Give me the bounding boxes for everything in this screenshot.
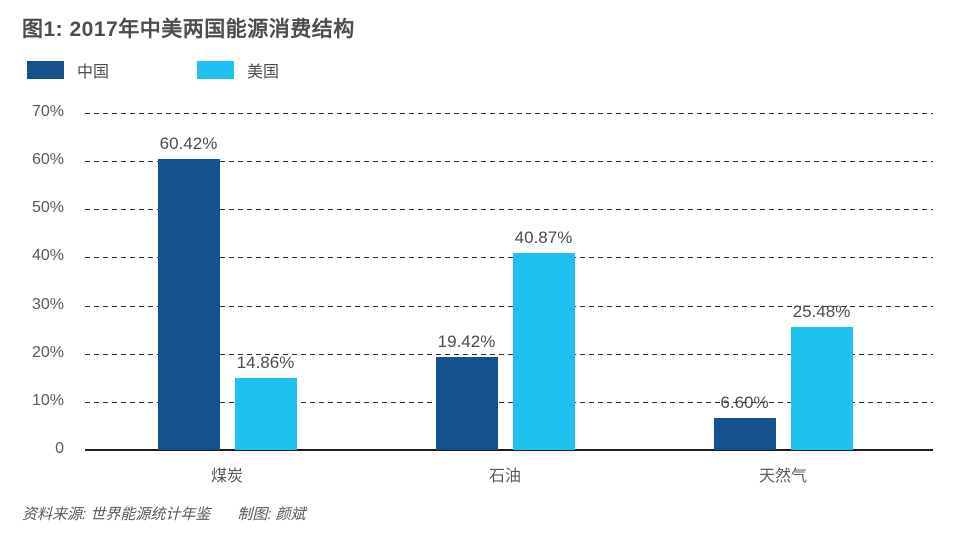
legend: 中国 美国	[27, 58, 279, 82]
gridline-40	[85, 257, 933, 259]
footer: 资料来源: 世界能源统计年鉴 制图: 颜斌	[22, 503, 306, 524]
bar-中国-石油	[435, 356, 498, 450]
bar-value-label: 60.42%	[159, 134, 218, 154]
bar-美国-石油	[512, 253, 575, 450]
bar-value-label: 6.60%	[720, 393, 769, 413]
bar-美国-煤炭	[234, 378, 297, 450]
x-axis-category-label: 天然气	[758, 468, 807, 485]
y-axis-tick-label: 20%	[31, 343, 64, 361]
y-axis-tick-label: 50%	[31, 199, 64, 217]
y-axis-tick-label: 40%	[31, 247, 64, 265]
bar-中国-天然气	[713, 418, 776, 450]
x-axis-category-label: 煤炭	[210, 468, 243, 485]
y-axis-tick-label: 60%	[31, 151, 64, 169]
bar-美国-天然气	[790, 327, 853, 450]
bar-中国-煤炭	[157, 159, 220, 450]
gridline-30	[85, 305, 933, 307]
x-axis-line	[85, 449, 933, 451]
source-note: 资料来源: 世界能源统计年鉴	[22, 506, 211, 523]
gridline-60	[85, 161, 933, 163]
legend-item-usa: 美国	[197, 58, 279, 82]
y-axis-tick-label: 70%	[31, 103, 64, 120]
legend-swatch-china	[27, 61, 64, 79]
legend-swatch-usa	[197, 61, 235, 79]
gridline-10	[85, 401, 933, 403]
gridline-50	[85, 209, 933, 211]
x-axis-category-label: 石油	[488, 468, 521, 485]
gridline-70	[85, 113, 933, 114]
gridline-20	[85, 353, 933, 355]
y-axis-tick-label: 0	[55, 440, 64, 457]
bar-value-label: 40.87%	[514, 228, 573, 248]
bar-value-label: 19.42%	[437, 331, 496, 351]
legend-label-usa: 美国	[247, 64, 280, 81]
bar-value-label: 14.86%	[236, 353, 295, 373]
y-axis-tick-label: 10%	[31, 391, 64, 409]
bar-value-label: 25.48%	[792, 302, 851, 322]
chart-title: 图1: 2017年中美两国能源消费结构	[22, 18, 355, 41]
credit-note: 制图: 颜斌	[237, 506, 306, 523]
y-axis-tick-label: 30%	[31, 295, 64, 313]
legend-label-china: 中国	[77, 64, 110, 81]
legend-item-china: 中国	[27, 58, 109, 82]
